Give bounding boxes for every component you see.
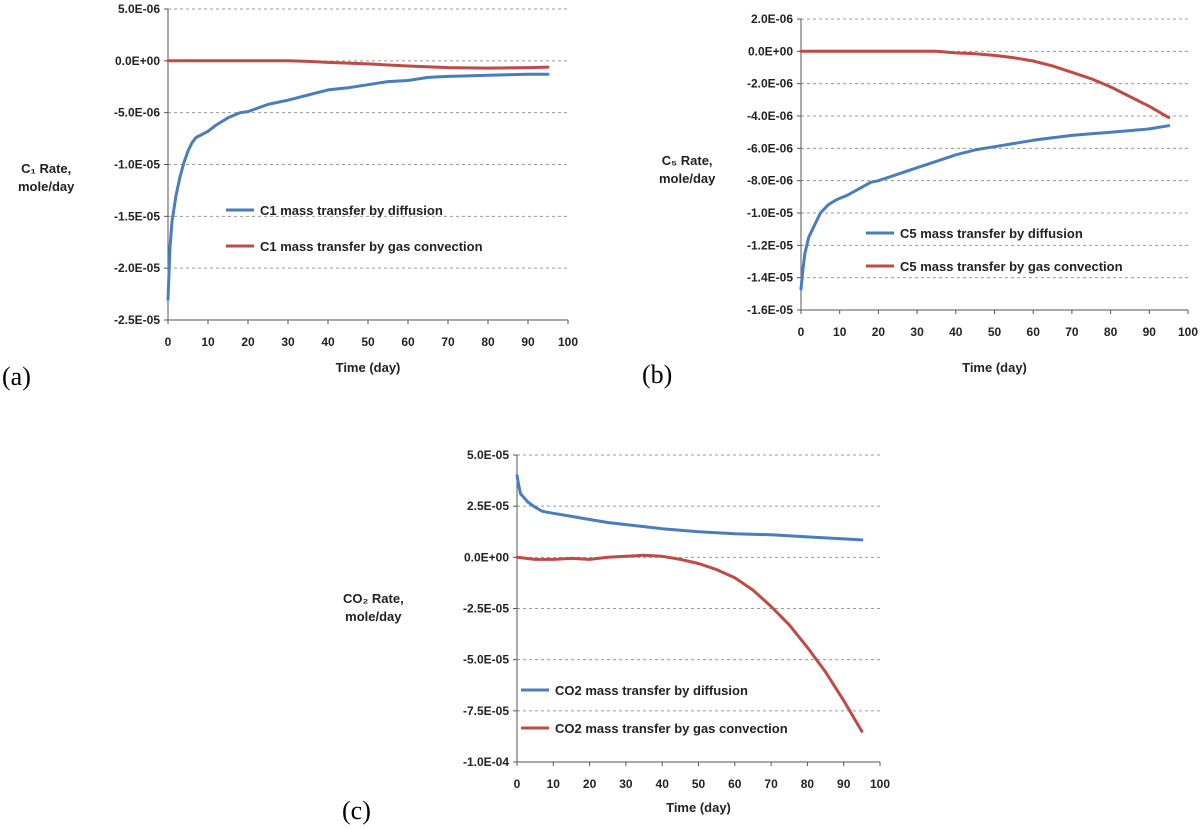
chart-a-ytick-label: -1.5E-05 [114, 209, 160, 223]
chart-b-ytick-label: -8.0E-06 [747, 174, 793, 188]
chart-b-xtick-label: 30 [910, 325, 924, 339]
chart-c-xtick-label: 40 [656, 777, 670, 791]
chart-b-legend-label-convection: C5 mass transfer by gas convection [900, 259, 1123, 274]
chart-a-ytick-label: -2.0E-05 [114, 261, 160, 275]
chart-a-xtick-label: 80 [481, 335, 495, 349]
chart-c-xtick-label: 20 [583, 777, 597, 791]
chart-b-xtick-label: 80 [1104, 325, 1118, 339]
chart-a-ylabel: C₁ Rate, mole/day [18, 160, 74, 196]
chart-b-series-diffusion-line [799, 124, 1171, 291]
chart-c-series-diffusion-line [515, 474, 864, 542]
chart-b-xtick-label: 20 [872, 325, 886, 339]
chart-b-ylabel: C₅ Rate, mole/day [659, 152, 715, 188]
chart-b-xtick-label: 0 [798, 325, 805, 339]
chart-c-xtick-label: 60 [728, 777, 742, 791]
chart-b-xtick-label: 40 [949, 325, 963, 339]
chart-c-ytick-label: 0.0E+00 [464, 550, 509, 564]
chart-b-xtick-label: 50 [988, 325, 1002, 339]
chart-a-ylabel-line1: C₁ Rate, [21, 161, 72, 176]
chart-c-ytick-label: -7.5E-05 [463, 704, 509, 718]
chart-a-ytick-label: -2.5E-05 [114, 313, 160, 327]
chart-c-ytick-label: -1.0E-04 [463, 755, 509, 769]
chart-a-ytick-label: 0.0E+00 [115, 54, 160, 68]
chart-c-ytick-label: -5.0E-05 [463, 653, 509, 667]
chart-b-ylabel-line2: mole/day [659, 171, 716, 186]
chart-a-xtick-label: 30 [281, 335, 295, 349]
chart-a-xtick-label: 50 [361, 335, 375, 349]
chart-a-ylabel-line2: mole/day [18, 179, 75, 194]
chart-a-xtick-label: 0 [165, 335, 172, 349]
chart-c-xtick-label: 50 [692, 777, 706, 791]
chart-c-xtick-label: 100 [870, 777, 890, 791]
chart-b-ytick-label: -1.2E-05 [747, 238, 793, 252]
chart-c-xtick-label: 90 [837, 777, 851, 791]
chart-c-xtick-label: 10 [547, 777, 561, 791]
chart-c-xlabel: Time (day) [666, 800, 731, 815]
chart-a-xtick-label: 10 [201, 335, 215, 349]
chart-a-series-diffusion-line [166, 72, 550, 301]
chart-a-ytick-label: 5.0E-06 [118, 2, 160, 16]
chart-b-ytick-label: -2.0E-06 [747, 77, 793, 91]
chart-b-ytick-label: 0.0E+00 [748, 44, 793, 58]
chart-a-xtick-label: 40 [321, 335, 335, 349]
chart-b-series-convection-line [799, 49, 1171, 120]
chart-c-ytick-label: -2.5E-05 [463, 602, 509, 616]
chart-c-xtick-label: 70 [764, 777, 778, 791]
chart-b-xtick-label: 10 [833, 325, 847, 339]
chart-c-ylabel-line1: CO₂ Rate, [343, 591, 404, 606]
chart-b-legend-label-diffusion: C5 mass transfer by diffusion [900, 226, 1083, 241]
chart-a-xtick-label: 60 [401, 335, 415, 349]
chart-b-xtick-label: 90 [1143, 325, 1157, 339]
chart-c-xtick-label: 30 [619, 777, 633, 791]
chart-c-xtick-label: 80 [801, 777, 815, 791]
chart-b-ytick-label: -1.0E-05 [747, 206, 793, 220]
chart-b-ytick-label: -4.0E-06 [747, 109, 793, 123]
chart-a-legend-label-convection: C1 mass transfer by gas convection [260, 239, 483, 254]
chart-b-ytick-label: -6.0E-06 [747, 141, 793, 155]
chart-a-ytick-label: -1.0E-05 [114, 158, 160, 172]
chart-b-xtick-label: 100 [1178, 325, 1198, 339]
chart-b-ylabel-line1: C₅ Rate, [661, 153, 713, 168]
chart-c-xtick-label: 0 [514, 777, 521, 791]
chart-b-xtick-label: 70 [1065, 325, 1079, 339]
chart-c-ylabel: CO₂ Rate, mole/day [343, 590, 404, 626]
chart-a-series-convection-line [166, 59, 550, 70]
chart-b-ytick-label: -1.6E-05 [747, 303, 793, 317]
panel-label-c: (c) [342, 796, 371, 825]
chart-a-ytick-label: -5.0E-06 [114, 106, 160, 120]
chart-a-xtick-label: 90 [521, 335, 535, 349]
chart-c-legend-label-diffusion: CO2 mass transfer by diffusion [555, 683, 748, 698]
chart-c-series-convection-line [515, 553, 864, 733]
chart-a-legend-label-diffusion: C1 mass transfer by diffusion [260, 203, 443, 218]
chart-b-xtick-label: 60 [1027, 325, 1041, 339]
chart-a-xtick-label: 100 [558, 335, 578, 349]
chart-a-xtick-label: 70 [441, 335, 455, 349]
chart-b-ytick-label: -1.4E-05 [747, 271, 793, 285]
chart-b-ytick-label: 2.0E-06 [751, 12, 793, 26]
chart-a-xlabel: Time (day) [336, 360, 401, 375]
chart-c-ytick-label: 5.0E-05 [467, 448, 509, 462]
panel-label-b: (b) [642, 360, 673, 389]
chart-c-ylabel-line2: mole/day [345, 609, 402, 624]
panel-label-a: (a) [2, 362, 31, 391]
chart-c-ytick-label: 2.5E-05 [467, 499, 509, 513]
chart-b-xlabel: Time (day) [962, 360, 1027, 375]
chart-c-legend-label-convection: CO2 mass transfer by gas convection [555, 721, 788, 736]
chart-a-xtick-label: 20 [241, 335, 255, 349]
